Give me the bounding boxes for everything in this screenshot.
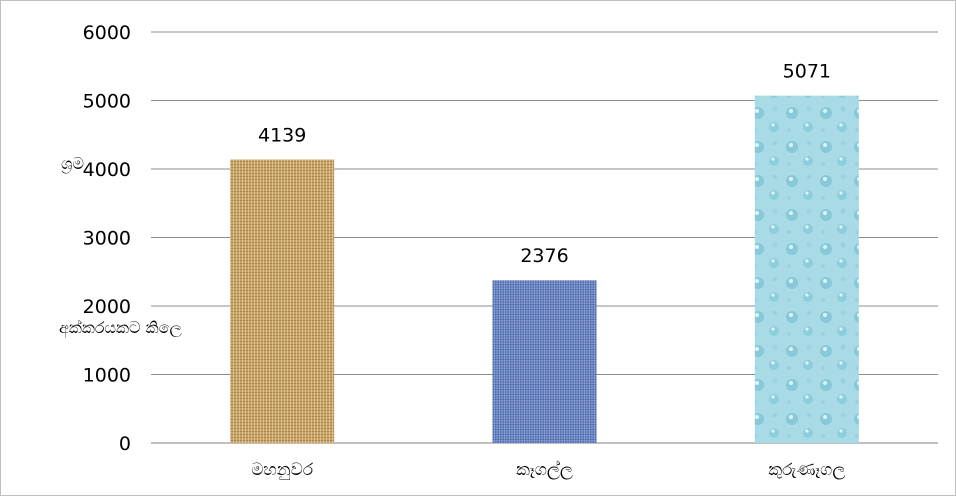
bars bbox=[230, 95, 859, 443]
x-axis-categories: මහනුවර කෑගල්ල කුරුණෑගල bbox=[251, 460, 845, 480]
x-category-label: මහනුවර bbox=[251, 460, 314, 480]
x-category-label: කුරුණෑගල bbox=[768, 460, 845, 480]
bar bbox=[492, 280, 597, 443]
bar bbox=[230, 159, 335, 443]
data-labels: 4139 2376 5071 bbox=[258, 61, 831, 268]
y-tick-label: 6000 bbox=[83, 22, 131, 44]
data-label: 4139 bbox=[258, 124, 306, 146]
data-label: 5071 bbox=[783, 61, 831, 83]
x-category-label: කෑගල්ල bbox=[516, 460, 573, 480]
y-tick-label: 2000 bbox=[83, 296, 131, 318]
y-tick-label: 0 bbox=[119, 433, 131, 455]
y-tick-label: 4000 bbox=[83, 159, 131, 181]
y-tick-label: 3000 bbox=[83, 228, 131, 250]
y-axis-title-line2: අක්කරයකට කිලෙ bbox=[59, 318, 182, 338]
y-axis-title-line1: ශ්‍රම bbox=[61, 154, 84, 174]
y-axis-ticks: 0 1000 2000 3000 4000 5000 6000 bbox=[83, 22, 131, 455]
y-tick-label: 5000 bbox=[83, 91, 131, 113]
bar bbox=[754, 95, 859, 443]
y-tick-label: 1000 bbox=[83, 365, 131, 387]
data-label: 2376 bbox=[520, 245, 568, 267]
